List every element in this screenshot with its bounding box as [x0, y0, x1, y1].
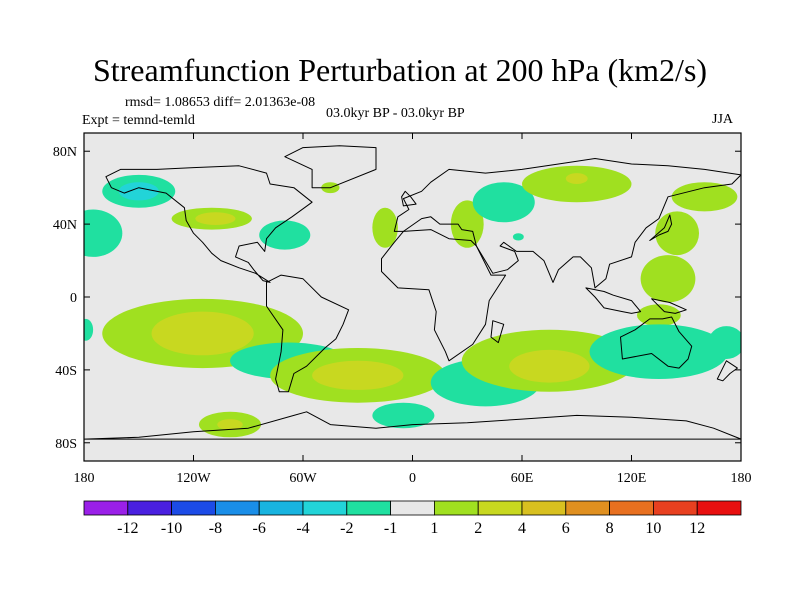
coastline-north-america [105, 165, 313, 283]
anomaly-region-5 [84, 209, 123, 257]
colorbar-label-3: -6 [253, 520, 266, 537]
coastline-africa [381, 229, 507, 362]
colorbar-swatch-1 [127, 500, 173, 516]
y-tick-label-1: 40N [53, 218, 77, 233]
coastline-layer [84, 145, 741, 440]
colorbar-label-4: -4 [296, 520, 309, 537]
colorbar-swatch-6 [346, 500, 391, 516]
y-axis: 80N 40N 0 40S 80S [53, 145, 741, 452]
colorbar-swatch-4 [258, 500, 304, 516]
colorbar-label-11: 8 [606, 520, 614, 537]
colorbar-label-7: 1 [430, 520, 438, 537]
x-tick-label-6: 180 [731, 471, 752, 486]
anomaly-region-10 [485, 200, 522, 219]
colorbar-swatch-10 [521, 500, 567, 516]
coastline-japan [649, 214, 673, 241]
coastline-indonesia [585, 287, 642, 314]
y-tick-label-3: 40S [55, 364, 77, 379]
colorbar-swatch-11 [565, 500, 610, 516]
colorbar-label-5: -2 [340, 520, 353, 537]
coastline-new-guinea [651, 298, 687, 314]
anomaly-region-8 [450, 200, 484, 248]
coastline-greenland [284, 145, 377, 189]
x-tick-label-2: 60W [289, 471, 317, 486]
anomaly-region-23 [312, 360, 404, 390]
anomaly-region-34 [84, 318, 94, 341]
colorbar-swatch-3 [214, 500, 260, 516]
colorbar-label-8: 2 [474, 520, 482, 537]
coastline-australia [620, 316, 693, 369]
colorbar-swatch-12 [609, 500, 654, 516]
colorbar-label-1: -10 [161, 520, 182, 537]
colorbar-label-10: 6 [562, 520, 570, 537]
colorbar-swatch-14 [696, 500, 742, 516]
coastline-new-zealand [716, 360, 738, 382]
colorbar-label-6: -1 [384, 520, 397, 537]
coastline-south-america [266, 274, 350, 393]
anomaly-region-32 [217, 419, 243, 431]
anomaly-region-7 [372, 207, 398, 248]
colorbar-label-2: -8 [209, 520, 222, 537]
anomaly-region-14 [671, 182, 738, 212]
colorbar-swatch-5 [302, 500, 348, 516]
colorbar-label-13: 12 [689, 520, 705, 537]
coastline-madagascar [490, 320, 505, 344]
colorbar-swatch-8 [433, 500, 479, 516]
anomaly-region-15 [655, 211, 700, 256]
anomaly-region-1 [118, 182, 159, 201]
y-tick-label-2: 0 [70, 291, 77, 306]
coastline-britain [401, 190, 417, 207]
colorbar-label-12: 10 [645, 520, 661, 537]
x-tick-label-5: 120E [617, 471, 647, 486]
coastline-eurasia [393, 158, 741, 289]
colorbar-swatch-2 [171, 500, 216, 516]
colorbar-label-9: 4 [518, 520, 526, 537]
coastline-antarctica [84, 411, 741, 440]
anomaly-region-11 [512, 233, 524, 241]
colorbar-swatch-0 [83, 500, 129, 516]
anomaly-region-16 [640, 255, 696, 303]
anomaly-region-13 [565, 173, 588, 185]
x-axis: 180 120W 60W 0 60E 120E 180 [74, 133, 752, 486]
colorbar-swatch-13 [653, 500, 698, 516]
y-tick-label-4: 80S [55, 437, 77, 452]
colorbar: -12 -10 -8 -6 -4 -2 -1 1 2 4 6 8 10 12 [83, 500, 742, 537]
x-tick-label-4: 60E [511, 471, 534, 486]
experiment-label: Expt = temnd-temld [82, 113, 195, 128]
x-tick-label-0: 180 [74, 471, 95, 486]
chart-title: Streamfunction Perturbation at 200 hPa (… [92, 52, 708, 88]
season-label: JJA [712, 112, 734, 127]
anomaly-region-33 [372, 402, 435, 429]
stats-label: rmsd= 1.08653 diff= 2.01363e-08 [125, 95, 316, 110]
colorbar-swatch-7 [390, 500, 435, 516]
y-tick-label-0: 80N [53, 145, 77, 160]
anomaly-region-30 [708, 326, 741, 359]
x-tick-label-3: 0 [409, 471, 416, 486]
colorbar-swatch-9 [477, 500, 523, 516]
anomaly-region-3 [195, 212, 236, 226]
x-tick-label-1: 120W [176, 471, 211, 486]
anomaly-region-29 [613, 335, 687, 361]
anomaly-region-19 [151, 311, 254, 356]
anomaly-region-4 [259, 220, 311, 250]
colorbar-label-0: -12 [117, 520, 138, 537]
anomaly-region-27 [509, 349, 590, 383]
period-label: 03.0kyr BP - 03.0kyr BP [326, 106, 465, 121]
